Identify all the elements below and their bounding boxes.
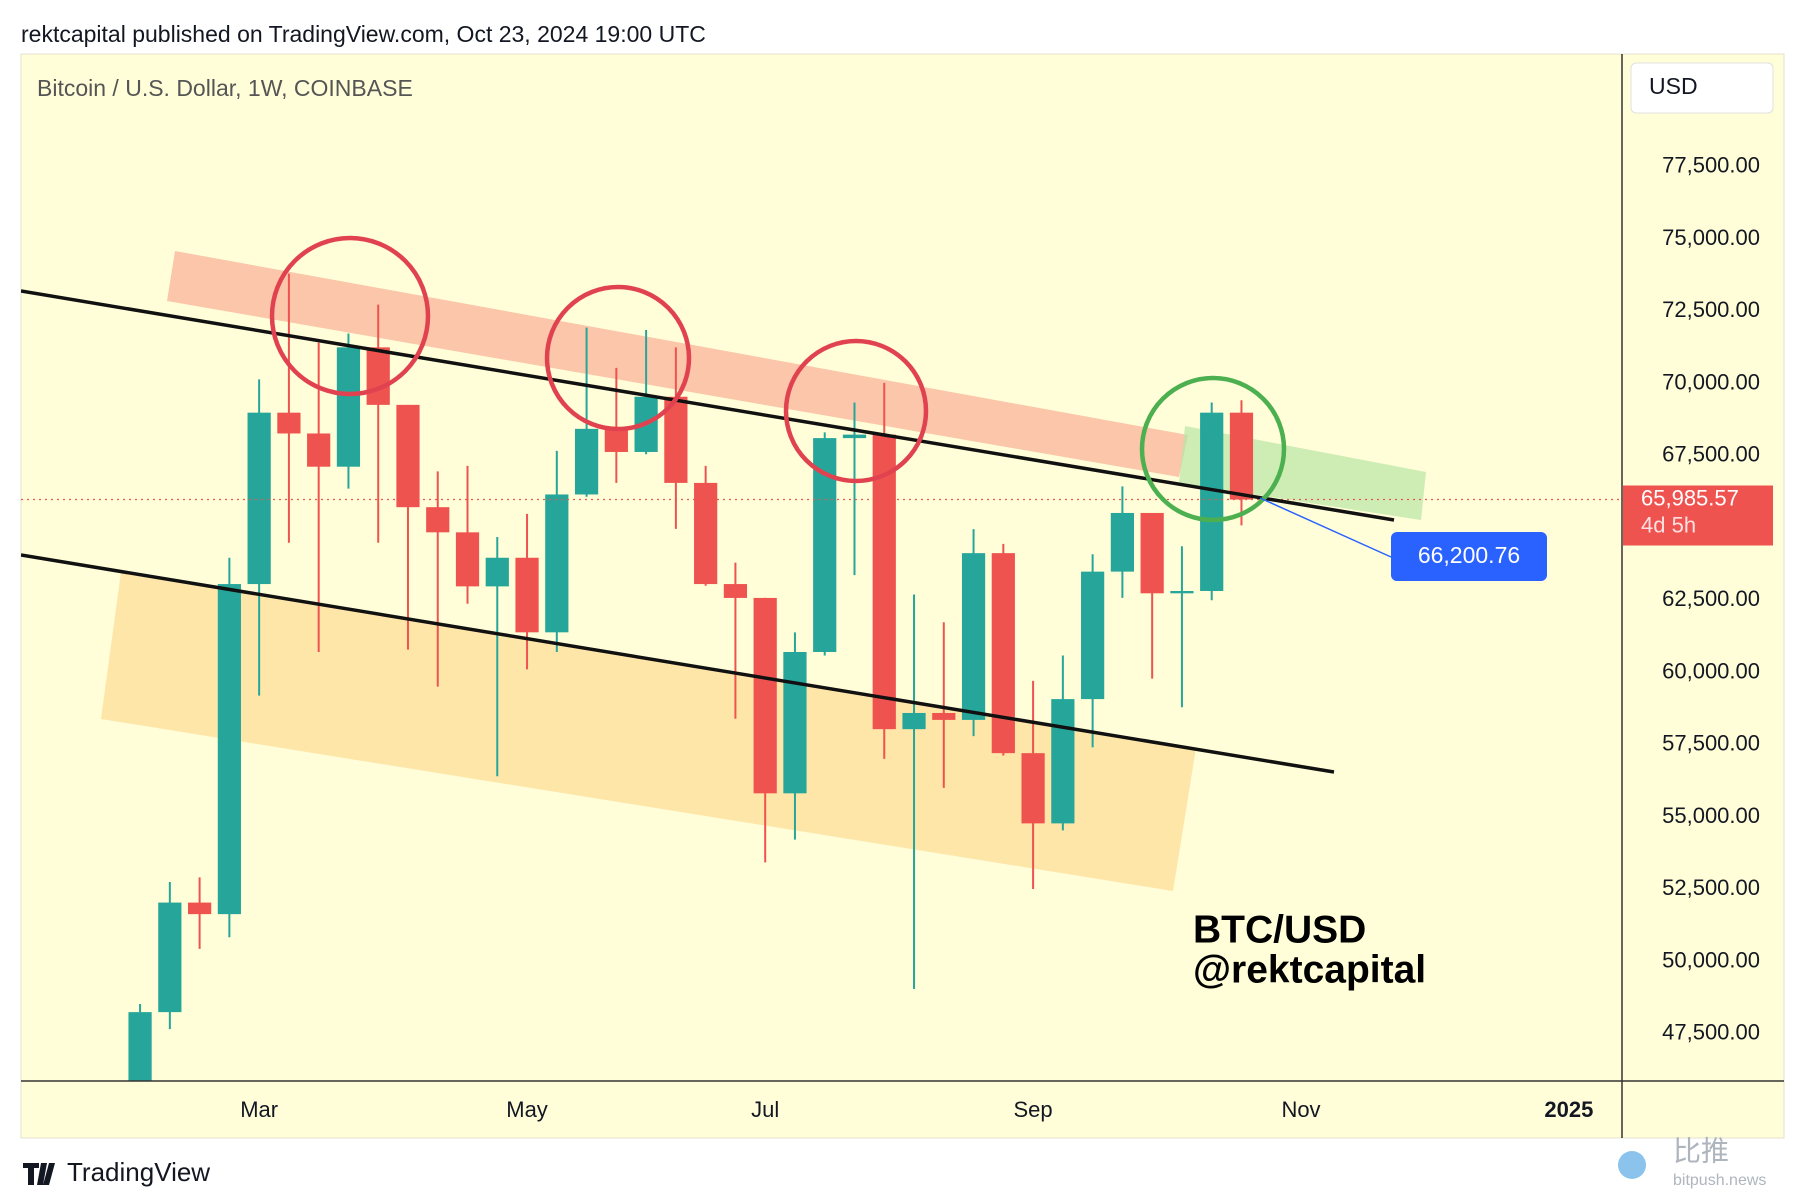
candle-body [1200,412,1224,591]
upper-trendline [21,289,1395,522]
x-tick-label: Sep [1014,1097,1053,1122]
watermark: 比推 [1673,1135,1729,1166]
candle-body [247,412,271,585]
x-tick-label: 2025 [1544,1097,1593,1122]
candle-body [664,396,688,483]
countdown-label: 4d 5h [1641,512,1696,537]
candle-body [902,712,926,730]
candle-body [753,597,777,794]
y-tick-label: 52,500.00 [1662,875,1760,900]
candle-body [1081,571,1105,700]
x-tick-label: Jul [751,1097,779,1122]
candle-body [515,557,539,633]
candle-body [336,347,361,467]
candle-body [396,404,420,508]
y-tick-label: 77,500.00 [1662,153,1760,178]
candle-body [1110,512,1135,572]
rejection-circle [544,284,692,432]
currency-button[interactable] [1630,62,1774,114]
candle-body [366,347,390,405]
rejection-circle [783,338,929,484]
y-tick-label: 55,000.00 [1662,803,1760,828]
candle-body [604,428,628,452]
brand-logo [23,1163,55,1185]
y-tick-label: 75,000.00 [1662,225,1760,250]
candle-body [455,532,480,587]
last-price-label: 65,985.57 [1641,485,1739,510]
candle-body [842,434,867,439]
candle-body [1229,412,1254,500]
candle-body [485,557,509,587]
drawings [21,235,1395,774]
candle-body [158,902,182,1013]
candle-body [307,433,331,467]
candle-body [217,584,241,915]
candle-body [128,1012,152,1081]
footer-brand: TradingView [67,1157,210,1187]
watermark-logo [1618,1151,1646,1179]
pair-annotation: BTC/USD [1193,908,1366,951]
support-zone [101,572,1196,891]
y-tick-label: 72,500.00 [1662,297,1760,322]
last-price-box [1623,485,1773,546]
candle-body [187,902,212,915]
candle-body [1170,590,1194,594]
lower-trendline [21,553,1335,774]
candle-body [813,438,837,652]
x-tick-label: Nov [1281,1097,1320,1122]
y-tick-label: 50,000.00 [1662,947,1760,972]
chart-background [20,53,1785,1139]
rejection-circle [269,235,431,397]
candle-body [277,412,301,434]
callout-box [1391,532,1547,581]
y-tick-label: 67,500.00 [1662,442,1760,467]
candle-body [694,482,718,585]
candle-body [991,553,1015,754]
breakout-circle [1139,375,1287,523]
x-tick-label: May [506,1097,548,1122]
candle-body [932,712,956,720]
currency-label: USD [1649,73,1698,99]
y-tick-label: 47,500.00 [1662,1020,1760,1045]
candle-body [961,553,986,720]
candle-body [1140,512,1164,594]
author-annotation: @rektcapital [1193,948,1426,991]
callout-connector [1259,497,1392,558]
candle-body [1021,753,1045,824]
candle-body [783,651,807,794]
candle-body [545,494,569,633]
candle-body [426,507,450,533]
candle-body [574,428,599,495]
chart-title: Bitcoin / U.S. Dollar, 1W, COINBASE [37,75,413,101]
candle-body [872,434,896,730]
x-tick-label: Mar [240,1097,278,1122]
y-tick-label: 70,000.00 [1662,369,1760,394]
y-tick-label: 60,000.00 [1662,658,1760,683]
candle-body [723,584,748,598]
callout-label: 66,200.76 [1418,542,1520,568]
resistance-zone [167,251,1188,477]
plot [21,273,1621,1081]
y-tick-label: 57,500.00 [1662,731,1760,756]
y-tick-label: 62,500.00 [1662,586,1760,611]
watermark-site: bitpush.news [1673,1172,1766,1189]
publisher-line: rektcapital published on TradingView.com… [21,21,706,47]
candle-body [1051,699,1075,824]
footer: TradingView 比推 bitpush.news [23,1135,1766,1189]
